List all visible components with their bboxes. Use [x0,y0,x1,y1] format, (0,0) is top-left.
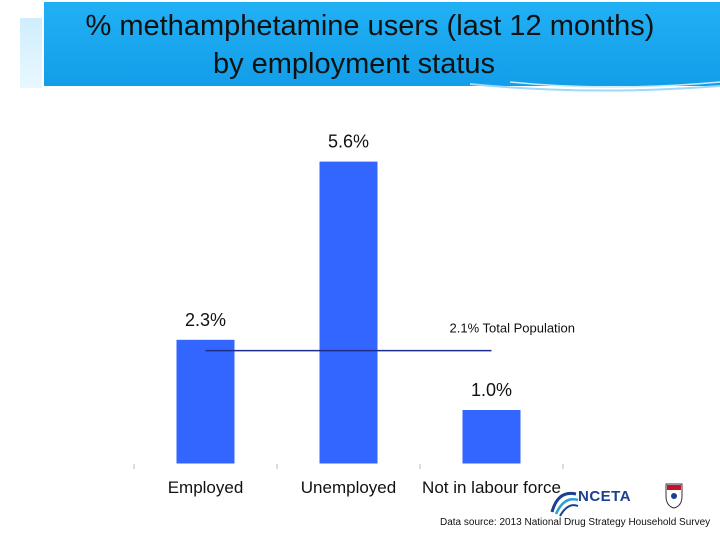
university-crest-icon [665,483,683,509]
title-banner: % methamphetamine users (last 12 months)… [44,2,720,86]
value-label: 5.6% [328,132,369,152]
data-source: Data source: 2013 National Drug Strategy… [440,517,711,528]
nceta-logo-text: NCETA [578,488,632,505]
labels-group: 2.3% Employed 5.6% Unemployed 1.0% Not in lab… [168,132,575,497]
bar-employed [176,339,235,464]
category-label: Unemployed [301,478,396,497]
value-label: 2.3% [185,310,226,330]
category-label: Not in labour force [422,478,561,497]
chart-title-line-2: by employment status [212,48,496,80]
banner-swoosh [470,81,720,92]
reference-line-label: 2.1% Total Population [450,321,576,336]
value-label: 1.0% [471,380,512,400]
bar-unemployed [319,161,378,464]
title-accent [20,18,42,88]
bars-group [176,161,521,464]
bar-not-in-labour-force [462,410,521,464]
category-label: Employed [168,478,244,497]
chart-title-line-1: % methamphetamine users (last 12 months) [85,10,655,42]
nceta-swirl-icon [550,491,579,517]
x-axis [133,463,564,469]
